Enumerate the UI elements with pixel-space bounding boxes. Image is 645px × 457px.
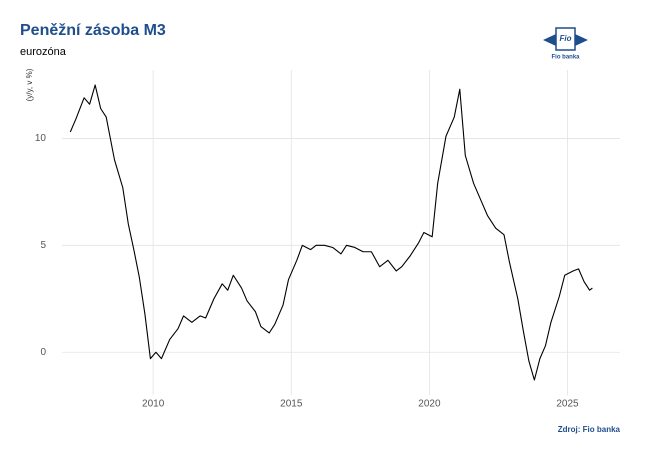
data-line xyxy=(69,84,593,381)
y-tick-label: 0 xyxy=(40,347,46,358)
source: Zdroj: Fio banka xyxy=(558,425,621,434)
chart-title: Peněžní zásoba M3 xyxy=(20,22,166,39)
logo-caption: Fio banka xyxy=(551,55,580,61)
y-tick-label: 5 xyxy=(40,240,46,251)
y-tick-label: 10 xyxy=(35,133,47,144)
x-tick-label: 2020 xyxy=(418,399,441,410)
logo: Fio Fio banka xyxy=(543,27,588,61)
logo-box xyxy=(555,27,576,51)
x-tick-label: 2025 xyxy=(556,399,579,410)
y-axis-label: (y/y, v %) xyxy=(25,68,34,101)
x-tick-label: 2015 xyxy=(280,399,303,410)
logo-mark: Fio xyxy=(560,34,572,43)
logo-flag xyxy=(543,34,556,46)
x-tick-label: 2010 xyxy=(142,399,165,410)
logo-flag xyxy=(575,34,588,46)
chart-subtitle: eurozóna xyxy=(20,46,67,58)
